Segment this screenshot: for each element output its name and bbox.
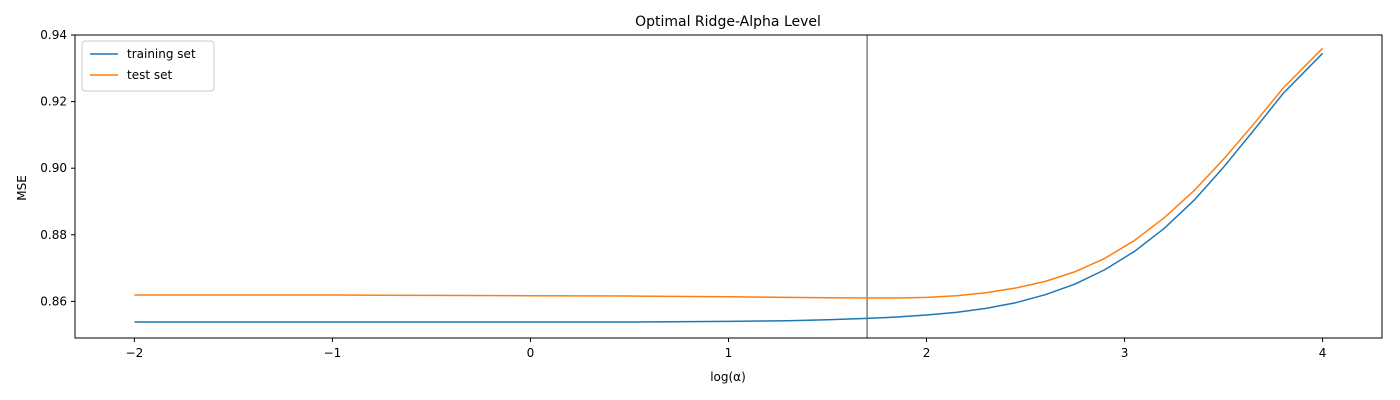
y-tick-label: 0.86 (40, 294, 67, 308)
plot-frame (74, 34, 1383, 339)
y-axis-ticks: 0.86 0.88 0.90 0.92 0.94 (40, 28, 75, 308)
x-tick-label: 2 (923, 346, 931, 360)
x-tick-label: 1 (725, 346, 733, 360)
x-tick-label: 3 (1121, 346, 1129, 360)
x-tick-label: −1 (324, 346, 342, 360)
x-tick-label: 0 (527, 346, 535, 360)
legend-label-1: test set (127, 68, 172, 82)
x-axis-label: log(α) (710, 370, 746, 384)
chart-title: Optimal Ridge-Alpha Level (635, 14, 821, 30)
y-tick-label: 0.88 (40, 228, 67, 242)
legend-label-0: training set (127, 47, 196, 61)
series-line-0 (134, 52, 1324, 323)
y-tick-label: 0.90 (40, 161, 67, 175)
x-tick-label: 4 (1319, 346, 1327, 360)
plot-area (134, 35, 1324, 338)
x-axis-ticks: −2 −1 0 1 2 3 4 (126, 338, 1327, 360)
y-tick-label: 0.94 (40, 28, 67, 42)
series-line-1 (134, 47, 1324, 299)
x-tick-label: −2 (126, 346, 144, 360)
legend: training set test set (81, 40, 215, 92)
y-axis-label: MSE (15, 175, 29, 201)
y-tick-label: 0.92 (40, 95, 67, 109)
